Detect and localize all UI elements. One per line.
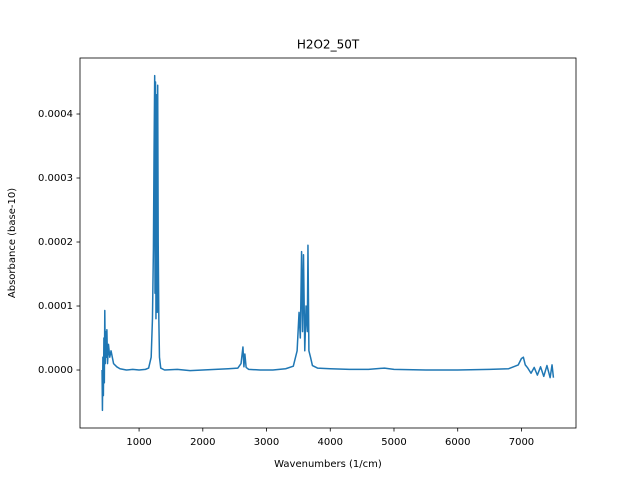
chart-title: H2O2_50T (297, 38, 360, 52)
x-tick-label: 6000 (445, 437, 470, 448)
x-tick-label: 1000 (126, 437, 151, 448)
plot-frame (79, 57, 577, 429)
y-axis-label: Absorbance (base-10) (7, 188, 18, 298)
y-tick-label: 0.0001 (38, 301, 73, 312)
x-axis-label: Wavenumbers (1/cm) (274, 459, 382, 470)
y-tick-label: 0.0002 (38, 237, 73, 248)
y-tick-label: 0.0003 (38, 173, 73, 184)
x-tick-label: 3000 (254, 437, 279, 448)
x-tick-label: 4000 (318, 437, 343, 448)
x-tick-label: 5000 (381, 437, 406, 448)
x-tick-label: 7000 (509, 437, 534, 448)
series-line (101, 74, 555, 412)
y-tick-label: 0.0004 (38, 109, 73, 120)
y-tick-label: 0.0000 (38, 365, 73, 376)
x-tick-label: 2000 (190, 437, 215, 448)
